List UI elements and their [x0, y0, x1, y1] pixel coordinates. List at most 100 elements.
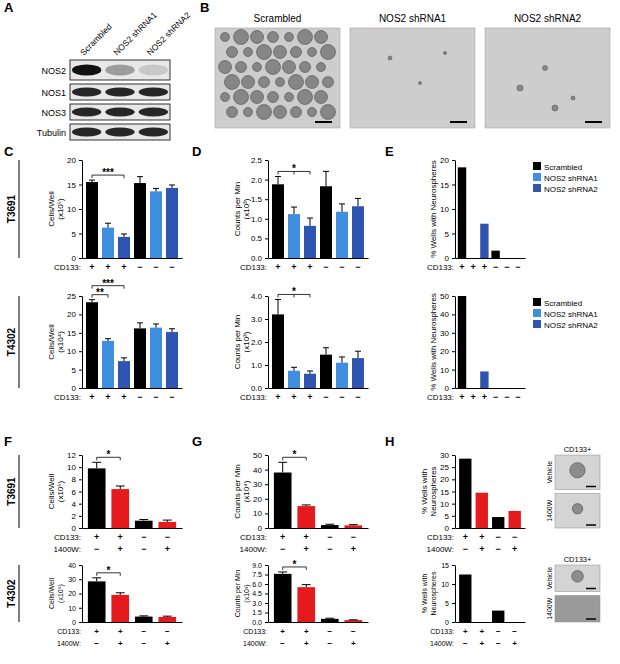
- y-tick-label: 0: [445, 524, 450, 533]
- y-tick-label: 25: [440, 463, 449, 472]
- plot-area: [458, 296, 489, 388]
- error-bar: [291, 207, 297, 214]
- error-bar: [139, 519, 148, 520]
- y-axis-line: [455, 566, 456, 623]
- x-tick-label: +: [463, 532, 468, 542]
- y-tick-label: 0: [445, 254, 450, 263]
- neurosphere: [419, 82, 422, 85]
- x-axis-line: [269, 388, 369, 389]
- y-tick-mark: [265, 296, 268, 297]
- y-tick-label: 2.0: [251, 338, 263, 347]
- y-tick: 20: [440, 475, 455, 484]
- error-bar: [116, 593, 125, 595]
- y-tick-label: 20: [68, 590, 76, 597]
- y-tick: 0.0: [251, 384, 268, 393]
- x-tick-label: −: [153, 262, 158, 272]
- y-tick-mark: [79, 258, 82, 259]
- y-tick-label: 5: [72, 230, 77, 239]
- y-tick-label: 10: [253, 509, 262, 518]
- bar: [469, 388, 477, 389]
- y-tick: 10: [440, 500, 455, 509]
- panel-letter: B: [200, 0, 209, 15]
- y-tick: 20: [440, 347, 455, 356]
- x-tick-label: −: [327, 639, 332, 648]
- x-tick-label: +: [105, 392, 110, 402]
- bar: [503, 388, 511, 389]
- error-bar-cap: [307, 218, 313, 219]
- scale-bar: [586, 618, 596, 620]
- y-tick-mark: [452, 333, 455, 334]
- y-tick: 2.0: [251, 338, 268, 347]
- x-axis: [269, 528, 369, 529]
- y-tick-label: 6.0: [252, 581, 262, 588]
- x-row-label: CD133:: [57, 628, 81, 635]
- y-tick-label: 20: [440, 156, 449, 165]
- x-tick-label: +: [275, 262, 280, 272]
- y-tick-mark: [452, 479, 455, 480]
- y-tick-label: 40: [68, 562, 76, 569]
- error-bar: [291, 367, 297, 370]
- x-row-label: 1400W:: [57, 640, 81, 647]
- x-row-label: CD133:: [243, 628, 267, 635]
- y-tick-label: 10: [67, 347, 76, 356]
- y-tick: 2.0: [251, 176, 268, 185]
- y-tick-label: 4.0: [251, 292, 263, 301]
- x-tick-label: +: [165, 639, 170, 648]
- y-tick-mark: [265, 622, 268, 623]
- error-bar-stem: [342, 357, 343, 363]
- y-tick-label: 0: [72, 524, 77, 533]
- y-tick-mark: [265, 388, 268, 389]
- legend-swatch: [533, 309, 541, 317]
- neurosphere: [291, 107, 302, 118]
- bar: [480, 224, 488, 258]
- y-tick: 0: [445, 384, 455, 393]
- y-tick-mark: [79, 160, 82, 161]
- x-row-label: 1400W:: [430, 640, 454, 647]
- x-tick-label: +: [165, 544, 170, 554]
- y-tick-mark: [79, 388, 82, 389]
- y-tick: 3.0: [252, 600, 268, 607]
- bar-chart: 05101520CD133:+++−−−Cells/Well(x10⁵)***: [47, 156, 183, 272]
- y-tick-label: 0.5: [251, 234, 263, 243]
- y-tick: 0: [72, 619, 82, 626]
- y-tick-label: 0: [72, 384, 77, 393]
- y-tick: 15: [440, 488, 455, 497]
- error-bar: [153, 188, 159, 191]
- error-bar: [137, 177, 143, 183]
- x-tick-label: −: [165, 532, 170, 542]
- y-tick: 30: [253, 480, 268, 489]
- y-axis: 0.00.51.01.52.02.5: [251, 156, 269, 263]
- bar: [344, 525, 362, 528]
- lane-label: NOS2 shRNA2: [145, 10, 193, 58]
- error-bar-cap: [163, 616, 172, 617]
- bar: [492, 517, 504, 528]
- x-tick-label: +: [89, 392, 94, 402]
- neurosphere: [543, 66, 548, 71]
- legend-swatch: [533, 298, 541, 306]
- error-bar: [137, 323, 143, 329]
- y-axis: 0.01.02.03.04.0: [251, 292, 269, 393]
- y-tick-label: 1.0: [251, 361, 263, 370]
- y-tick-label: 30: [440, 329, 449, 338]
- inset-image: [555, 494, 600, 529]
- bar: [158, 522, 176, 528]
- y-tick: 5: [445, 230, 455, 239]
- y-axis: 05101520: [67, 156, 82, 263]
- y-tick: 1.5: [251, 195, 268, 204]
- legend-swatch: [533, 162, 541, 170]
- neurosphere: [552, 105, 558, 111]
- neurosphere: [251, 91, 264, 104]
- x-tick-label: +: [121, 392, 126, 402]
- y-axis-title: Counts per Min: [233, 182, 242, 236]
- bar: [514, 258, 522, 259]
- y-tick: 5: [72, 230, 82, 239]
- error-bar: [92, 462, 101, 468]
- blot-band: [105, 88, 134, 97]
- y-tick: 20: [440, 156, 455, 165]
- bar-chart: 0510152025CD133:+++−−−Cells/Well(x10⁴)**…: [47, 278, 183, 402]
- bar: [86, 182, 98, 258]
- y-tick-label: 3.0: [252, 600, 262, 607]
- y-tick-label: 9.0: [252, 562, 262, 569]
- y-tick-mark: [452, 516, 455, 517]
- x-axis: [83, 388, 183, 389]
